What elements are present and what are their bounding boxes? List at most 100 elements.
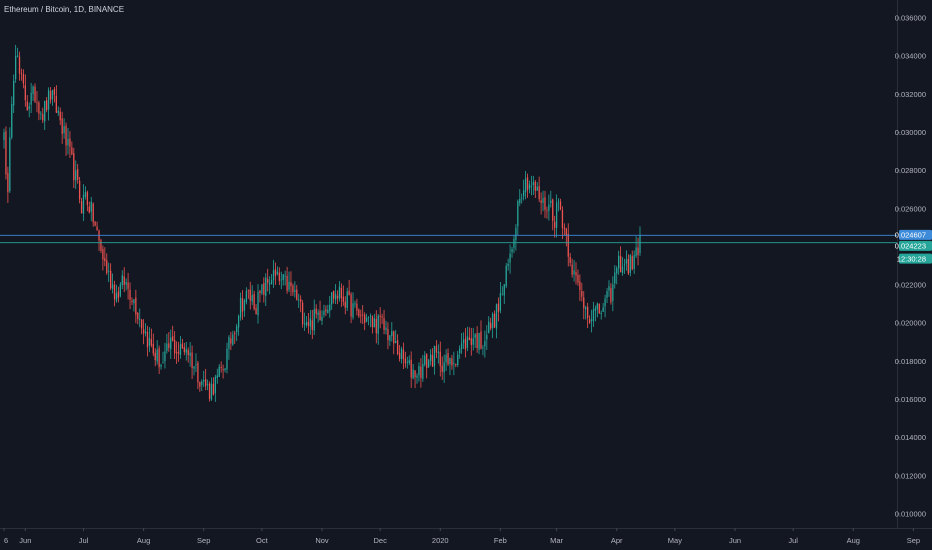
candle-body xyxy=(616,268,618,274)
candle-body xyxy=(319,310,321,321)
countdown-label: 12:30:28 xyxy=(897,254,926,263)
candle-body xyxy=(367,317,370,319)
candle-body xyxy=(557,200,560,202)
candle-body xyxy=(67,139,69,146)
candle-body xyxy=(13,80,15,106)
candle-body xyxy=(274,269,277,276)
time-tick-label: Jul xyxy=(788,536,798,545)
candle-body xyxy=(3,132,5,141)
candle-body xyxy=(117,291,120,299)
candle-body xyxy=(342,296,344,302)
candle-body xyxy=(86,192,89,206)
candles-layer xyxy=(3,44,641,402)
candle-body xyxy=(334,294,337,300)
candle-body xyxy=(92,203,94,223)
candle-body xyxy=(30,92,32,105)
candle-body xyxy=(127,282,129,289)
candle-body xyxy=(181,343,184,349)
candle-body xyxy=(78,180,81,200)
candle-body xyxy=(408,360,410,363)
candle-body xyxy=(38,102,40,114)
candle-body xyxy=(538,186,540,200)
candle-body xyxy=(189,352,191,356)
candle-body xyxy=(360,314,362,316)
candle-body xyxy=(272,270,275,281)
candle-body xyxy=(253,294,255,309)
candle-body xyxy=(239,298,242,318)
candle-body xyxy=(331,292,333,305)
candle-body xyxy=(600,312,602,315)
price-tick-label: 0.020000 xyxy=(895,319,926,328)
candle-body xyxy=(517,201,519,227)
candle-body xyxy=(491,313,494,328)
candle-body xyxy=(34,86,36,102)
candle-body xyxy=(201,381,203,385)
candle-body xyxy=(598,303,600,314)
candle-body xyxy=(296,289,298,301)
candle-body xyxy=(332,290,335,299)
candle-body xyxy=(420,366,422,378)
candle-body xyxy=(614,272,616,284)
candle-body xyxy=(381,316,383,318)
price-tick-label: 0.030000 xyxy=(895,128,926,137)
candle-body xyxy=(350,294,352,317)
candle-body xyxy=(462,339,465,344)
candle-body xyxy=(639,235,641,254)
candle-body xyxy=(183,346,185,353)
candle-body xyxy=(241,298,244,312)
candle-body xyxy=(528,184,531,189)
candle-body xyxy=(581,291,583,297)
candle-body xyxy=(623,264,626,266)
candle-body xyxy=(65,125,67,146)
candle-body xyxy=(594,308,597,311)
candle-body xyxy=(592,309,595,322)
candle-body xyxy=(391,331,393,337)
candle-body xyxy=(552,199,554,221)
candle-body xyxy=(346,291,348,308)
candle-body xyxy=(73,153,75,181)
candle-body xyxy=(251,295,253,302)
candle-body xyxy=(245,290,248,303)
candle-body xyxy=(573,270,575,275)
candle-body xyxy=(344,301,346,308)
candle-body xyxy=(243,300,246,311)
candle-body xyxy=(102,248,104,260)
candle-body xyxy=(298,299,300,301)
price-tick-label: 0.010000 xyxy=(895,510,926,519)
candle-body xyxy=(379,315,381,318)
candle-body xyxy=(119,284,121,297)
candle-body xyxy=(435,346,438,353)
candle-body xyxy=(459,348,461,354)
candle-body xyxy=(373,318,375,328)
time-axis[interactable]: 6 Jun Jul Aug Sep Oct Nov Dec 2020 Feb Mar Apr May Ju… xyxy=(0,528,932,545)
candle-body xyxy=(28,106,30,109)
candle-body xyxy=(156,349,158,362)
price-axis[interactable]: 0.036000 0.034000 0.032000 0.030000 0.028000… xyxy=(895,0,932,528)
candle-body xyxy=(501,294,503,296)
candle-body xyxy=(406,362,408,363)
candle-body xyxy=(546,210,548,212)
candle-body xyxy=(474,334,476,338)
candle-body xyxy=(294,290,296,292)
candle-body xyxy=(398,352,401,359)
candle-body xyxy=(329,304,331,311)
candle-body xyxy=(14,56,17,80)
candle-body xyxy=(633,255,635,269)
price-tick-label: 0.032000 xyxy=(895,90,926,99)
time-tick-label: Mar xyxy=(550,536,563,545)
candle-body xyxy=(519,198,521,203)
candle-body xyxy=(400,348,403,359)
time-tick-label: Nov xyxy=(315,536,329,545)
candle-body xyxy=(44,100,46,122)
candle-body xyxy=(588,319,591,324)
candle-body xyxy=(443,362,445,373)
candle-body xyxy=(493,313,496,328)
candle-body xyxy=(69,138,71,147)
candle-body xyxy=(154,352,156,361)
candle-body xyxy=(464,338,467,350)
candle-body xyxy=(286,276,288,291)
price-tick-label: 0.018000 xyxy=(895,357,926,366)
candle-body xyxy=(141,319,143,329)
candle-body xyxy=(96,226,98,231)
